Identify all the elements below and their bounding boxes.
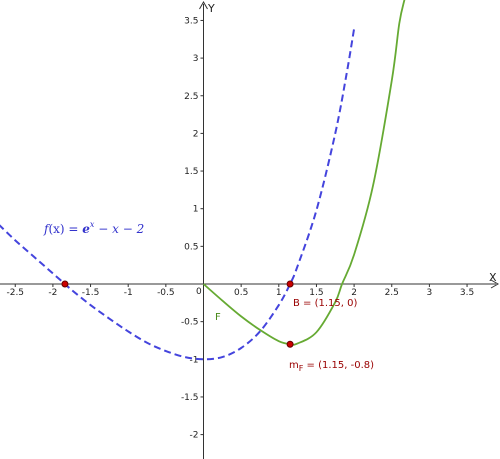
y-tick-label: -1: [190, 355, 199, 365]
point-root-negative: [61, 280, 69, 288]
y-tick-label: -1.5: [181, 393, 199, 403]
tick-labels: -2.5 -2 -1.5 -1 -0.5 0.5 1 1.5 2 2.5 3 3.5 3.5 3 2.5 2 1…: [6, 16, 474, 440]
point-m-label: mF = (1.15, -0.8): [289, 360, 374, 373]
y-tick-label: -0.5: [181, 318, 199, 328]
points: [61, 280, 294, 348]
y-axis-name: Y: [207, 2, 215, 15]
y-tick-label: 1.5: [184, 167, 198, 177]
y-tick-label: 3.5: [184, 16, 198, 26]
series-f-dashed-curve: [0, 28, 356, 361]
y-tick-label: 2: [193, 129, 199, 139]
x-tick-label: -2.5: [6, 288, 24, 298]
x-axis-arrow: [490, 279, 500, 289]
point-b-label: B = (1.15, 0): [293, 298, 357, 309]
x-axis-name: X: [489, 271, 497, 284]
x-tick-label: -0.5: [157, 288, 175, 298]
curves: [0, 0, 406, 361]
x-tick-label: -1.5: [82, 288, 100, 298]
y-axis-arrow: [199, 0, 208, 10]
series-F-solid-curve: [202, 0, 406, 346]
x-tick-label: 2.5: [385, 288, 399, 298]
x-tick-label: 2: [351, 288, 357, 298]
y-tick-label: 1: [193, 205, 199, 215]
x-tick-label: 3.5: [460, 288, 474, 298]
y-tick-label: 3: [193, 54, 199, 64]
x-tick-label: 1: [276, 288, 282, 298]
y-tick-label: 2.5: [184, 92, 198, 102]
point-b: [286, 280, 294, 288]
x-tick-label: 0.5: [234, 288, 248, 298]
x-tick-label: 3: [427, 288, 433, 298]
x-tick-label: 1.5: [309, 288, 323, 298]
x-tick-label: -1: [124, 288, 133, 298]
point-m-f: [286, 340, 294, 348]
y-tick-label: 0.5: [184, 242, 198, 252]
x-tick-label: -2: [48, 288, 57, 298]
function-label: f(x) = ex − x − 2: [43, 220, 144, 236]
origin-label: 0: [196, 287, 202, 297]
curve-f-label: F: [215, 312, 221, 323]
y-tick-label: -2: [190, 431, 199, 441]
